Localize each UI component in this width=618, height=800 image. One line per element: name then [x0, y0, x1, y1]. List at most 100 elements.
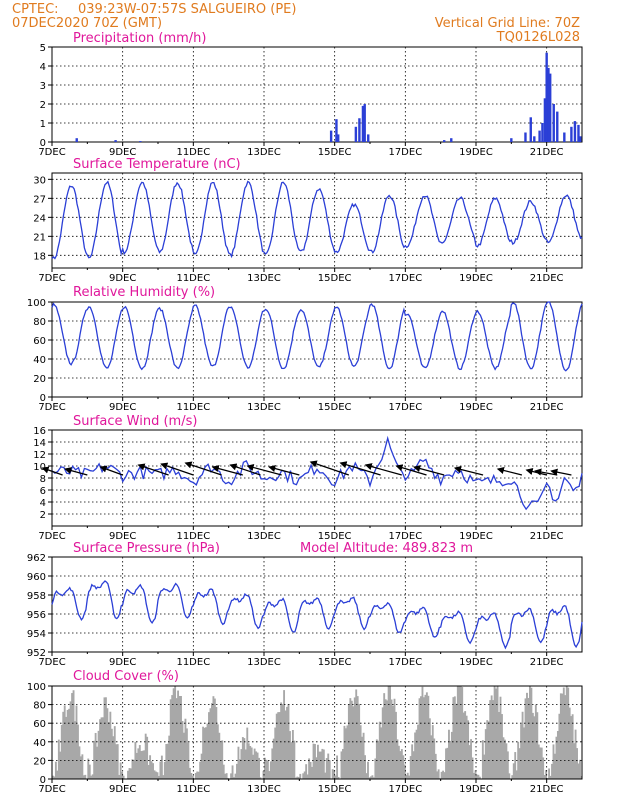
- cloud-bar: [324, 772, 327, 779]
- cloud-bar: [321, 748, 324, 779]
- cloud-bar: [428, 718, 431, 779]
- rh-xtick-label: 21DEC: [530, 402, 564, 413]
- cloud-bar: [181, 720, 184, 779]
- cloud-xtick-label: 13DEC: [247, 784, 281, 795]
- cloud-bar: [559, 693, 562, 779]
- precip-bar: [335, 119, 338, 142]
- cloud-frame: [51, 685, 583, 780]
- cloud-bar: [521, 711, 524, 779]
- cloud-bar: [72, 690, 75, 779]
- cloud-bar: [240, 749, 243, 779]
- cloud-bar: [222, 764, 225, 779]
- cloud-bar: [418, 698, 421, 779]
- cloud-bar: [452, 697, 455, 779]
- pressure-xtick-label: 7DEC: [38, 657, 65, 668]
- cloud-bar: [450, 731, 453, 779]
- cloud-bar: [234, 773, 237, 779]
- cloud-bar: [387, 686, 390, 779]
- cloud-bar: [166, 743, 169, 779]
- cloud-bar: [437, 769, 440, 779]
- cloud-bar: [264, 757, 266, 779]
- cloud-bar: [216, 724, 219, 779]
- temp-xtick-label: 13DEC: [247, 273, 281, 284]
- precip-bar: [549, 73, 552, 142]
- cloud-bar: [69, 701, 72, 779]
- cloud-bar: [350, 700, 353, 779]
- cloud-bar: [244, 749, 247, 779]
- cloud-bar: [503, 739, 506, 779]
- cloud-bar: [297, 776, 300, 779]
- rh-xtick-label: 17DEC: [388, 402, 422, 413]
- cloud-bar: [71, 693, 74, 779]
- cloud-bar: [100, 717, 103, 779]
- cloud-bar: [417, 724, 419, 779]
- cloud-bar: [253, 748, 256, 779]
- cloud-bar: [462, 712, 465, 779]
- wind-xtick-label: 7DEC: [38, 531, 65, 542]
- cloud-bar: [315, 757, 318, 779]
- temp-axes: 7DEC 9DEC 11DEC 13DEC 15DEC 17DEC 19DEC 21DEC 18…: [33, 172, 583, 284]
- cloud-bar: [291, 730, 294, 779]
- cloud-bar: [445, 748, 447, 779]
- cloud-bar: [548, 768, 551, 779]
- cloud-bar: [106, 708, 109, 779]
- header-model-code: TQ0126L028: [496, 30, 580, 45]
- cloud-bar: [309, 761, 312, 779]
- pressure-ytick-label: 958: [27, 591, 46, 602]
- cloud-bar: [271, 748, 274, 779]
- precip-bar: [354, 126, 358, 142]
- cloud-bar: [208, 712, 210, 779]
- cloud-bar: [408, 775, 411, 779]
- cloud-bar: [554, 753, 556, 779]
- pressure-xtick-label: 15DEC: [318, 657, 352, 668]
- precip-bar: [367, 134, 370, 142]
- cloud-bar: [390, 699, 393, 779]
- cloud-bar: [294, 777, 297, 779]
- cloud-bar: [131, 759, 134, 779]
- cloud-bar: [87, 758, 90, 779]
- cloud-bar: [265, 759, 268, 779]
- cloud-bar: [105, 697, 107, 779]
- pressure-xtick-label: 19DEC: [459, 657, 493, 668]
- wind-vector: [184, 461, 222, 476]
- wind-vector: [550, 468, 572, 476]
- cloud-bar: [412, 751, 415, 779]
- cloud-bar: [293, 740, 296, 779]
- cloud-bar: [159, 761, 162, 779]
- cloud-bar: [314, 743, 316, 779]
- precip-bar: [358, 118, 361, 142]
- cloud-bar: [112, 736, 115, 779]
- cloud-bar: [163, 761, 166, 779]
- cloud-bar: [446, 747, 449, 779]
- cloud-bar: [455, 703, 458, 779]
- rh-line: [51, 301, 583, 372]
- cloud-bar: [393, 698, 396, 779]
- cloud-bar: [138, 745, 141, 779]
- cloud-bar: [147, 765, 150, 779]
- cloud-bar: [249, 745, 252, 779]
- wind-vector: [309, 460, 349, 476]
- wind-ytick-label: 8: [40, 474, 46, 485]
- pressure-ytick-label: 952: [27, 648, 46, 659]
- cloud-bar: [340, 751, 343, 779]
- cloud-bar: [527, 697, 530, 779]
- precip-xtick-label: 13DEC: [247, 147, 281, 158]
- cloud-bar: [511, 775, 514, 779]
- cloud-bar: [171, 695, 174, 779]
- pressure-ytick-label: 962: [27, 553, 46, 564]
- pressure-ytick-label: 960: [27, 572, 46, 583]
- wind-ytick-label: 10: [33, 462, 46, 473]
- precip-bar: [543, 98, 547, 142]
- cloud-bar: [474, 770, 477, 779]
- precip-bar: [541, 123, 544, 142]
- cloud-bar: [375, 739, 378, 779]
- cloud-bar: [346, 725, 349, 779]
- wind-xtick-label: 15DEC: [318, 531, 352, 542]
- header-location: 039:23W-07:57S SALGUEIRO (PE): [78, 2, 296, 17]
- rh-xtick-label: 9DEC: [109, 402, 136, 413]
- wind-vector: [41, 466, 63, 476]
- cloud-bar: [389, 686, 392, 779]
- cloud-bar: [549, 775, 552, 779]
- cloud-bar: [312, 743, 315, 779]
- cloud-bar: [102, 717, 104, 779]
